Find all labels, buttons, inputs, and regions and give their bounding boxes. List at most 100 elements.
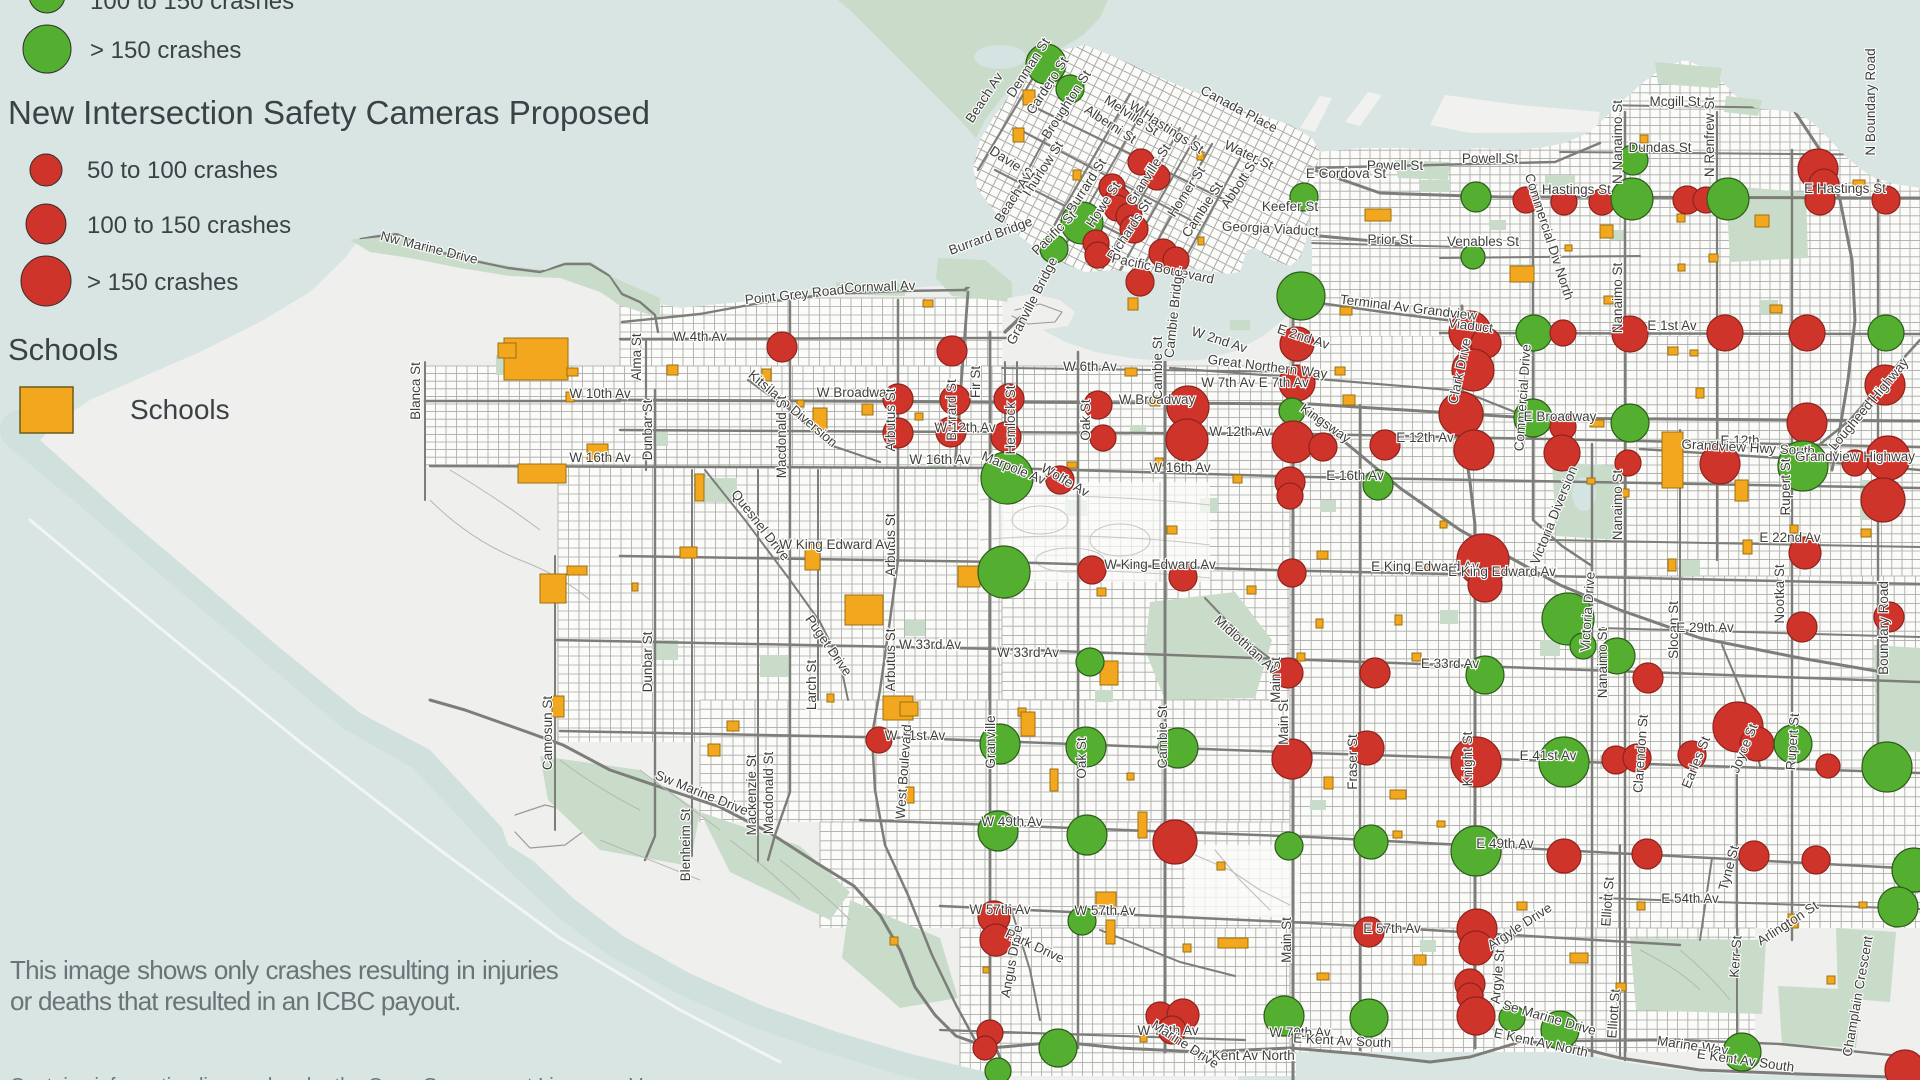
svg-text:Slocan St: Slocan St bbox=[1666, 601, 1681, 659]
svg-text:W 6th Av: W 6th Av bbox=[1063, 359, 1117, 374]
svg-text:Mackenzie St: Mackenzie St bbox=[744, 754, 759, 835]
svg-text:Knight St: Knight St bbox=[1460, 731, 1475, 786]
svg-text:Powell St: Powell St bbox=[1462, 151, 1519, 166]
svg-text:W 12th Av: W 12th Av bbox=[934, 420, 996, 435]
svg-text:Schools: Schools bbox=[8, 332, 118, 367]
svg-text:Contains information licensed: Contains information licensed under the … bbox=[10, 1075, 724, 1080]
svg-text:Dunbar St: Dunbar St bbox=[640, 631, 655, 692]
svg-text:W 70th Av: W 70th Av bbox=[1269, 1025, 1331, 1040]
svg-text:Rupert St: Rupert St bbox=[1783, 712, 1802, 770]
svg-text:W 70th Av: W 70th Av bbox=[1137, 1023, 1199, 1038]
svg-text:W 41st Av: W 41st Av bbox=[885, 728, 946, 743]
svg-text:> 150 crashes: > 150 crashes bbox=[87, 269, 238, 296]
svg-text:Cambie St: Cambie St bbox=[1150, 336, 1165, 399]
svg-text:Arbutus St: Arbutus St bbox=[883, 513, 898, 576]
svg-text:Georgia Viaduct: Georgia Viaduct bbox=[1222, 218, 1319, 238]
svg-text:Keefer St: Keefer St bbox=[1262, 199, 1319, 214]
svg-text:Nootka St: Nootka St bbox=[1772, 564, 1787, 624]
svg-text:Macdonald St: Macdonald St bbox=[774, 395, 789, 478]
svg-text:Cambie St: Cambie St bbox=[1155, 705, 1170, 768]
svg-text:E 57th Av: E 57th Av bbox=[1363, 921, 1421, 936]
svg-text:Burrard St: Burrard St bbox=[944, 379, 959, 441]
svg-text:Granville: Granville bbox=[983, 715, 998, 768]
svg-text:E 54th Av: E 54th Av bbox=[1661, 891, 1719, 906]
svg-text:E 22nd Av: E 22nd Av bbox=[1759, 530, 1821, 545]
svg-text:Nanaimo St: Nanaimo St bbox=[1610, 469, 1625, 540]
svg-text:W King Edward Av: W King Edward Av bbox=[779, 537, 891, 552]
svg-text:50 to 100 crashes: 50 to 100 crashes bbox=[87, 157, 278, 184]
svg-text:W 16th Av: W 16th Av bbox=[909, 452, 971, 467]
svg-text:100 to 150 crashes: 100 to 150 crashes bbox=[90, 0, 294, 15]
svg-text:Macdonald St: Macdonald St bbox=[761, 751, 776, 834]
svg-text:Victoria Drive: Victoria Drive bbox=[1577, 571, 1598, 652]
svg-text:Argyle St: Argyle St bbox=[1488, 948, 1508, 1004]
svg-text:W King Edward Av: W King Edward Av bbox=[1104, 557, 1216, 572]
svg-text:W 57th Av: W 57th Av bbox=[1074, 903, 1136, 918]
svg-text:E Cordova St: E Cordova St bbox=[1306, 166, 1387, 181]
svg-text:W Broadway: W Broadway bbox=[817, 385, 894, 400]
svg-text:Oak St: Oak St bbox=[1074, 737, 1089, 779]
svg-text:Main St: Main St bbox=[1276, 699, 1291, 745]
svg-text:Powell St: Powell St bbox=[1367, 158, 1424, 173]
svg-text:Main St: Main St bbox=[1279, 917, 1294, 963]
svg-text:Elliott St: Elliott St bbox=[1598, 876, 1616, 927]
svg-text:N Nanaimo St: N Nanaimo St bbox=[1610, 100, 1625, 184]
svg-text:W Broadway: W Broadway bbox=[1119, 392, 1196, 407]
svg-text:W 10th Av: W 10th Av bbox=[569, 386, 631, 401]
svg-text:E Hastings St: E Hastings St bbox=[1529, 182, 1611, 197]
svg-text:W 57th Av: W 57th Av bbox=[969, 902, 1031, 917]
svg-text:E 12th Av: E 12th Av bbox=[1396, 430, 1454, 445]
svg-text:> 150 crashes: > 150 crashes bbox=[90, 37, 241, 64]
svg-text:E 41st Av: E 41st Av bbox=[1520, 748, 1577, 763]
svg-text:Clarendon St: Clarendon St bbox=[1630, 714, 1650, 794]
svg-text:W 7th Av E 7th Av: W 7th Av E 7th Av bbox=[1201, 375, 1309, 390]
svg-text:Venables St: Venables St bbox=[1447, 234, 1519, 249]
svg-text:W 16th Av: W 16th Av bbox=[1149, 460, 1211, 475]
svg-text:E Cordova St: E Cordova St bbox=[1306, 166, 1387, 181]
svg-text:Main St: Main St bbox=[1268, 657, 1283, 703]
svg-text:100 to 150 crashes: 100 to 150 crashes bbox=[87, 212, 291, 239]
svg-text:Cornwall Av: Cornwall Av bbox=[844, 278, 916, 295]
svg-text:Schools: Schools bbox=[130, 394, 230, 425]
svg-text:Rupert St: Rupert St bbox=[1778, 458, 1793, 515]
svg-text:Viaduct: Viaduct bbox=[1447, 315, 1494, 335]
svg-text:Prior St: Prior St bbox=[1367, 232, 1412, 247]
svg-text:Blanca St: Blanca St bbox=[408, 362, 423, 420]
svg-text:Grandview Highway: Grandview Highway bbox=[1795, 449, 1915, 464]
svg-text:Camosun St: Camosun St bbox=[540, 696, 555, 771]
svg-text:Larch St: Larch St bbox=[804, 660, 819, 711]
svg-text:Kerr St: Kerr St bbox=[1727, 935, 1745, 978]
svg-text:W 33rd Av: W 33rd Av bbox=[899, 637, 961, 652]
svg-text:Oak St: Oak St bbox=[1078, 399, 1093, 441]
svg-text:E 33rd Av: E 33rd Av bbox=[1421, 656, 1480, 671]
svg-text:E 1st Av: E 1st Av bbox=[1647, 318, 1697, 333]
svg-text:E 16th Av: E 16th Av bbox=[1326, 468, 1384, 483]
svg-text:Mcgill St: Mcgill St bbox=[1649, 94, 1700, 109]
svg-text:Nanaimo St: Nanaimo St bbox=[1610, 262, 1625, 333]
svg-text:N Boundary Road: N Boundary Road bbox=[1863, 48, 1878, 155]
svg-text:E 49th Av: E 49th Av bbox=[1476, 836, 1534, 851]
svg-text:Georgia Viaduct: Georgia Viaduct bbox=[1222, 218, 1319, 238]
svg-text:Nanaimo St: Nanaimo St bbox=[1595, 627, 1610, 698]
svg-text:W 12th Av: W 12th Av bbox=[1209, 424, 1271, 439]
svg-text:Fir St: Fir St bbox=[968, 366, 983, 398]
svg-text:Boundary Road: Boundary Road bbox=[1876, 581, 1891, 675]
svg-text:E 29th Av: E 29th Av bbox=[1676, 620, 1734, 635]
svg-text:W Kent Av North: W Kent Av North bbox=[1195, 1048, 1295, 1063]
svg-text:Hemlock St: Hemlock St bbox=[1003, 385, 1018, 454]
svg-text:W 4th Av: W 4th Av bbox=[673, 329, 727, 344]
svg-text:Dundas St: Dundas St bbox=[1628, 140, 1691, 155]
svg-text:E 12th: E 12th bbox=[1720, 433, 1759, 448]
svg-text:Arbutus St: Arbutus St bbox=[883, 628, 898, 691]
svg-text:E Hastings St: E Hastings St bbox=[1804, 181, 1886, 196]
svg-text:E Broadway: E Broadway bbox=[1524, 409, 1597, 424]
svg-text:E King Edward Av: E King Edward Av bbox=[1371, 559, 1479, 574]
svg-text:E King Edward Av: E King Edward Av bbox=[1448, 564, 1556, 579]
svg-text:E Kent Av South: E Kent Av South bbox=[1293, 1030, 1392, 1050]
svg-text:W 33rd Av: W 33rd Av bbox=[997, 645, 1059, 660]
svg-text:Alma St: Alma St bbox=[629, 333, 644, 381]
svg-text:Blenheim St: Blenheim St bbox=[678, 808, 693, 881]
svg-text:New Intersection Safety Camera: New Intersection Safety Cameras Proposed bbox=[8, 94, 650, 131]
svg-text:Arbutus St: Arbutus St bbox=[883, 388, 898, 451]
svg-text:Fraser St: Fraser St bbox=[1345, 734, 1360, 790]
